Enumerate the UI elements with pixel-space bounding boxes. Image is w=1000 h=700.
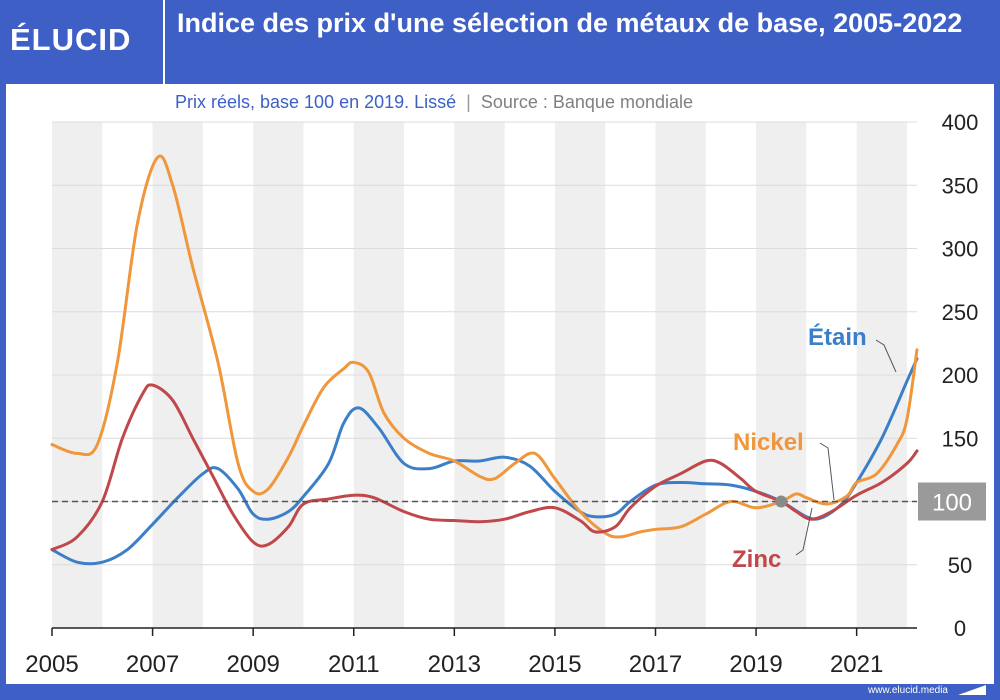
header: ÉLUCID Indice des prix d'une sélection d… [0, 0, 1000, 84]
reference-value-box [918, 482, 986, 521]
leader-line-nickel [819, 442, 835, 501]
y-tick-label-50: 50 [948, 553, 972, 578]
series-line-nickel [50, 154, 919, 539]
leader-line-zinc [795, 507, 813, 556]
header-divider [163, 0, 165, 84]
y-tick-label-400: 400 [942, 110, 979, 135]
footer-url[interactable]: www.elucid.media [867, 685, 948, 696]
x-tick-label-2009: 2009 [226, 651, 279, 678]
x-tick-label-2017: 2017 [629, 651, 682, 678]
reference-value-label: 100 [932, 490, 972, 517]
y-tick-label-350: 350 [942, 173, 979, 198]
y-tick-label-250: 250 [942, 300, 979, 325]
y-tick-label-200: 200 [942, 363, 979, 388]
chart-subtitle: Prix réels, base 100 en 2019. Lissé [175, 92, 457, 112]
axes: 0 50 150 200 250 300 350 400 2005 2007 2009 2011 201… [25, 110, 978, 678]
y-tick-label-150: 150 [942, 426, 979, 451]
series-label-etain: Étain [808, 323, 867, 351]
series-label-zinc: Zinc [732, 546, 781, 573]
source-note: Source : Banque mondiale [480, 92, 694, 112]
elucid-logo: ÉLUCID [10, 22, 132, 57]
y-tick-label-0: 0 [954, 616, 966, 641]
reference-line-group: 100 [52, 482, 986, 521]
subtitle-row: Prix réels, base 100 en 2019. Lissé | Sour… [175, 90, 693, 114]
series-label-nickel: Nickel [733, 429, 804, 456]
x-tick-label-2005: 2005 [25, 651, 78, 678]
base-year-marker [775, 495, 788, 508]
y-tick-label-300: 300 [942, 237, 979, 262]
x-tick-label-2007: 2007 [126, 651, 179, 678]
series-labels: Étain Nickel Zinc [732, 323, 897, 573]
subtitle-separator: | [466, 92, 471, 112]
chart-title: Indice des prix d'une sélection de métau… [177, 8, 963, 38]
x-tick-label-2015: 2015 [528, 651, 581, 678]
x-tick-label-2021: 2021 [830, 651, 883, 678]
elucid-mark-icon [958, 685, 986, 695]
x-tick-label-2019: 2019 [729, 651, 782, 678]
x-tick-label-2013: 2013 [428, 651, 481, 678]
leader-line-etain [875, 339, 897, 373]
x-tick-label-2011: 2011 [328, 651, 380, 678]
